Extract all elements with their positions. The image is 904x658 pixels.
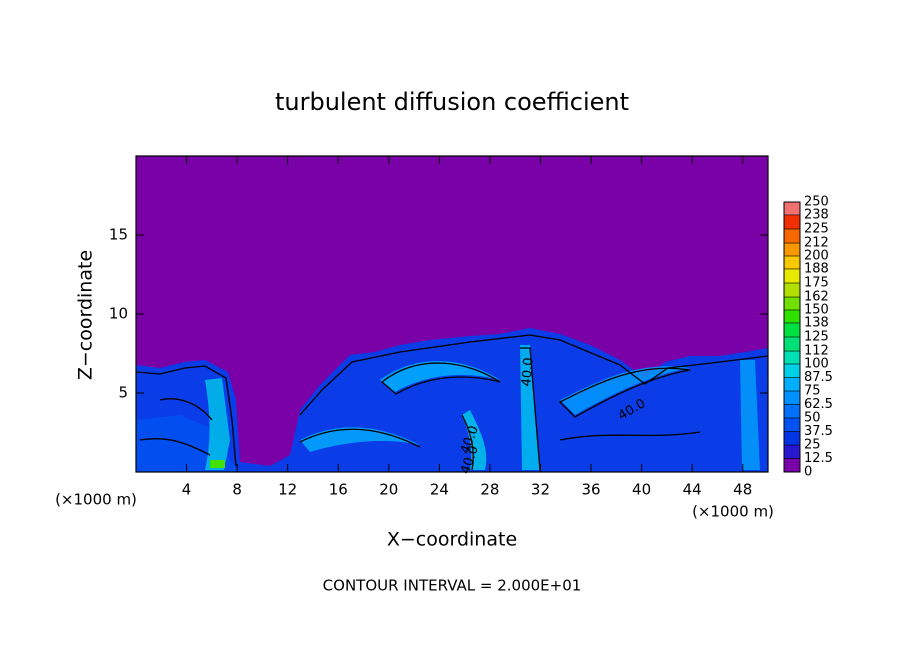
y-tick-label: 5 — [118, 384, 128, 402]
field-streak — [380, 361, 500, 392]
field — [136, 156, 768, 472]
colorbar-band — [784, 404, 800, 418]
field-region — [136, 328, 768, 472]
colorbar-label: 212 — [804, 236, 829, 251]
colorbar-band — [784, 351, 800, 364]
colorbar-label: 112 — [804, 344, 829, 359]
colorbar-label: 12.5 — [804, 451, 833, 466]
colorbar-label: 125 — [804, 330, 829, 345]
x-tick-label: 48 — [733, 481, 752, 499]
x-tick-label: 44 — [683, 481, 702, 499]
x-tick-label: 16 — [329, 481, 348, 499]
colorbar-label: 250 — [804, 195, 829, 210]
x-tick-label: 28 — [480, 481, 499, 499]
field-streak — [520, 345, 540, 470]
colorbar-label: 200 — [804, 249, 829, 264]
x-unit-label: (×1000 m) — [55, 491, 137, 509]
colorbar-label: 162 — [804, 290, 829, 305]
colorbar-band — [784, 214, 800, 229]
contour-label: 40.0 — [519, 357, 536, 387]
colorbar-band — [784, 202, 800, 215]
field-streak — [560, 366, 690, 415]
colorbar-label: 238 — [804, 207, 829, 222]
colorbar-label: 188 — [804, 261, 829, 276]
colorbar-band — [784, 283, 800, 298]
field-streak — [462, 410, 487, 470]
y-tick-label: 10 — [109, 305, 128, 323]
colorbar-band — [784, 310, 800, 323]
colorbar-band — [784, 391, 800, 405]
colorbar-band — [784, 431, 800, 445]
colorbar-label: 225 — [804, 222, 829, 237]
colorbar-band — [784, 229, 800, 244]
x-unit-label: (×1000 m) — [692, 503, 774, 521]
x-tick-label: 4 — [182, 481, 192, 499]
colorbar-label: 87.5 — [804, 370, 833, 385]
colorbar-label: 175 — [804, 276, 829, 291]
colorbar-band — [784, 364, 800, 378]
colorbar-label: 25 — [804, 438, 821, 453]
colorbar-band — [784, 243, 800, 256]
colorbar-band — [784, 297, 800, 310]
x-tick-label: 12 — [278, 481, 297, 499]
colorbar-band — [784, 337, 800, 352]
field-streak — [205, 378, 230, 470]
colorbar-band — [784, 445, 800, 459]
x-tick-label: 20 — [379, 481, 398, 499]
colorbar-label: 50 — [804, 411, 821, 426]
field-streak — [210, 460, 225, 468]
chart-title: turbulent diffusion coefficient — [275, 88, 629, 116]
contour-lines — [136, 334, 768, 471]
colorbar-band — [784, 377, 800, 391]
y-axis-label: Z−coordinate — [75, 250, 97, 380]
colorbar-label: 37.5 — [804, 424, 833, 439]
colorbar-label: 138 — [804, 315, 829, 330]
x-tick-label: 32 — [531, 481, 550, 499]
colorbar-band — [784, 268, 800, 283]
x-tick-label: 36 — [581, 481, 600, 499]
colorbar-label: 150 — [804, 303, 829, 318]
colorbar-label: 75 — [804, 384, 821, 399]
x-tick-label: 24 — [430, 481, 449, 499]
colorbar-label: 62.5 — [804, 397, 833, 412]
colorbar-band — [784, 322, 800, 337]
colorbar-band — [784, 458, 800, 472]
colorbar-band — [784, 418, 800, 432]
colorbar-label: 100 — [804, 357, 829, 372]
field-streak — [740, 360, 760, 470]
field-streak — [300, 427, 420, 452]
x-axis-label: X−coordinate — [387, 529, 517, 551]
colorbar-label: 0 — [804, 465, 812, 480]
y-tick-label: 15 — [109, 226, 128, 244]
colorbar-band — [784, 256, 800, 269]
x-tick-label: 40 — [632, 481, 651, 499]
x-tick-label: 8 — [232, 481, 242, 499]
footnote: CONTOUR INTERVAL = 2.000E+01 — [323, 577, 582, 595]
